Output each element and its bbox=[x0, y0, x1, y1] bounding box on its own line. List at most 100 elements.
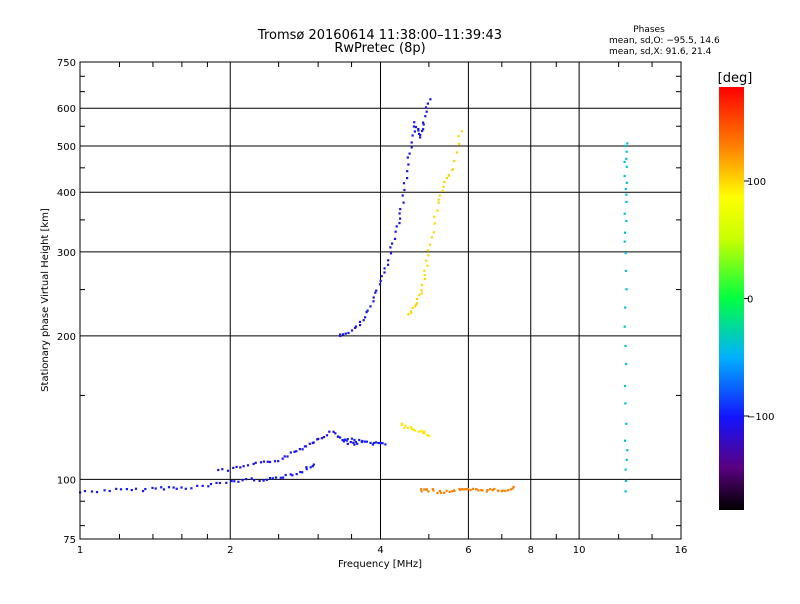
data-point bbox=[459, 488, 462, 492]
data-point bbox=[253, 479, 256, 482]
y-tick-label: 300 bbox=[57, 248, 76, 259]
data-point bbox=[336, 435, 339, 438]
data-point bbox=[420, 488, 423, 491]
data-point bbox=[273, 460, 277, 463]
data-point bbox=[421, 431, 425, 434]
data-point bbox=[443, 491, 446, 494]
data-point bbox=[358, 438, 361, 442]
data-point bbox=[291, 474, 294, 477]
data-point bbox=[420, 289, 423, 292]
data-point bbox=[625, 200, 628, 203]
data-point bbox=[293, 450, 296, 453]
data-point bbox=[283, 455, 286, 458]
data-point bbox=[328, 430, 331, 433]
data-point bbox=[339, 333, 342, 336]
data-point bbox=[154, 487, 157, 490]
data-point bbox=[221, 468, 224, 471]
data-point bbox=[625, 181, 628, 184]
data-point bbox=[312, 463, 315, 466]
data-point bbox=[162, 488, 165, 491]
data-point bbox=[413, 305, 417, 308]
data-point bbox=[410, 311, 413, 315]
data-point bbox=[352, 441, 355, 444]
data-point bbox=[412, 428, 415, 431]
data-point bbox=[413, 121, 416, 124]
data-point bbox=[83, 490, 87, 493]
data-point bbox=[141, 490, 145, 493]
data-point bbox=[426, 102, 429, 105]
data-point bbox=[407, 313, 410, 316]
data-point bbox=[119, 488, 123, 491]
data-point bbox=[334, 432, 337, 435]
data-point bbox=[415, 302, 418, 305]
data-point bbox=[428, 243, 432, 246]
data-point bbox=[289, 451, 292, 454]
y-tick-label: 100 bbox=[57, 475, 76, 486]
data-point bbox=[365, 440, 368, 443]
data-point bbox=[241, 479, 244, 482]
data-point bbox=[419, 136, 422, 139]
data-point bbox=[501, 489, 504, 492]
data-point bbox=[625, 363, 628, 366]
data-point bbox=[453, 159, 456, 163]
y-tick-label: 200 bbox=[57, 332, 76, 343]
data-point bbox=[130, 489, 133, 492]
data-point bbox=[436, 491, 439, 494]
data-point bbox=[246, 464, 250, 467]
y-tick-label: 500 bbox=[57, 142, 76, 153]
data-point bbox=[389, 246, 392, 249]
chart-subtitle: RwPretec (8p) bbox=[334, 41, 425, 56]
data-point bbox=[398, 222, 401, 225]
data-point bbox=[455, 151, 459, 154]
data-point bbox=[438, 489, 441, 493]
data-point bbox=[233, 480, 236, 483]
data-point bbox=[414, 126, 418, 129]
data-point bbox=[428, 434, 431, 437]
data-point bbox=[406, 170, 409, 173]
data-point bbox=[511, 487, 514, 490]
data-point bbox=[266, 460, 269, 463]
data-point bbox=[342, 333, 345, 336]
data-point bbox=[344, 332, 347, 335]
colorbar bbox=[719, 87, 744, 510]
data-point bbox=[421, 129, 424, 133]
data-point bbox=[424, 106, 428, 109]
data-point bbox=[398, 212, 401, 215]
data-point bbox=[423, 273, 426, 277]
data-point bbox=[226, 469, 230, 472]
data-point bbox=[346, 438, 349, 441]
data-point bbox=[440, 491, 443, 494]
data-point bbox=[430, 236, 433, 239]
data-point bbox=[429, 98, 432, 101]
data-point bbox=[403, 426, 406, 429]
data-point bbox=[509, 488, 513, 491]
colorbar-tick-label: 100 bbox=[747, 177, 766, 188]
data-point bbox=[201, 484, 204, 487]
data-point bbox=[410, 141, 413, 144]
data-point bbox=[624, 269, 628, 272]
data-point bbox=[332, 430, 335, 433]
data-point bbox=[286, 455, 289, 458]
data-point bbox=[625, 422, 628, 425]
data-point bbox=[425, 259, 428, 262]
data-point bbox=[401, 194, 404, 197]
data-point bbox=[184, 487, 187, 490]
data-point bbox=[237, 480, 240, 483]
data-point bbox=[626, 142, 629, 145]
chart-title: Tromsø 20160614 11:38:00–11:39:43 bbox=[257, 28, 502, 43]
data-point bbox=[419, 133, 422, 137]
data-point bbox=[489, 488, 492, 491]
data-point bbox=[437, 198, 440, 201]
data-point bbox=[480, 489, 483, 492]
data-point bbox=[325, 434, 329, 437]
data-point bbox=[271, 477, 274, 480]
data-point bbox=[624, 344, 627, 347]
data-point bbox=[407, 163, 410, 166]
data-point bbox=[95, 491, 99, 494]
data-point bbox=[207, 485, 210, 488]
data-point bbox=[417, 430, 420, 433]
colorbar-tick-label: 0 bbox=[747, 295, 753, 306]
data-point bbox=[374, 291, 377, 294]
